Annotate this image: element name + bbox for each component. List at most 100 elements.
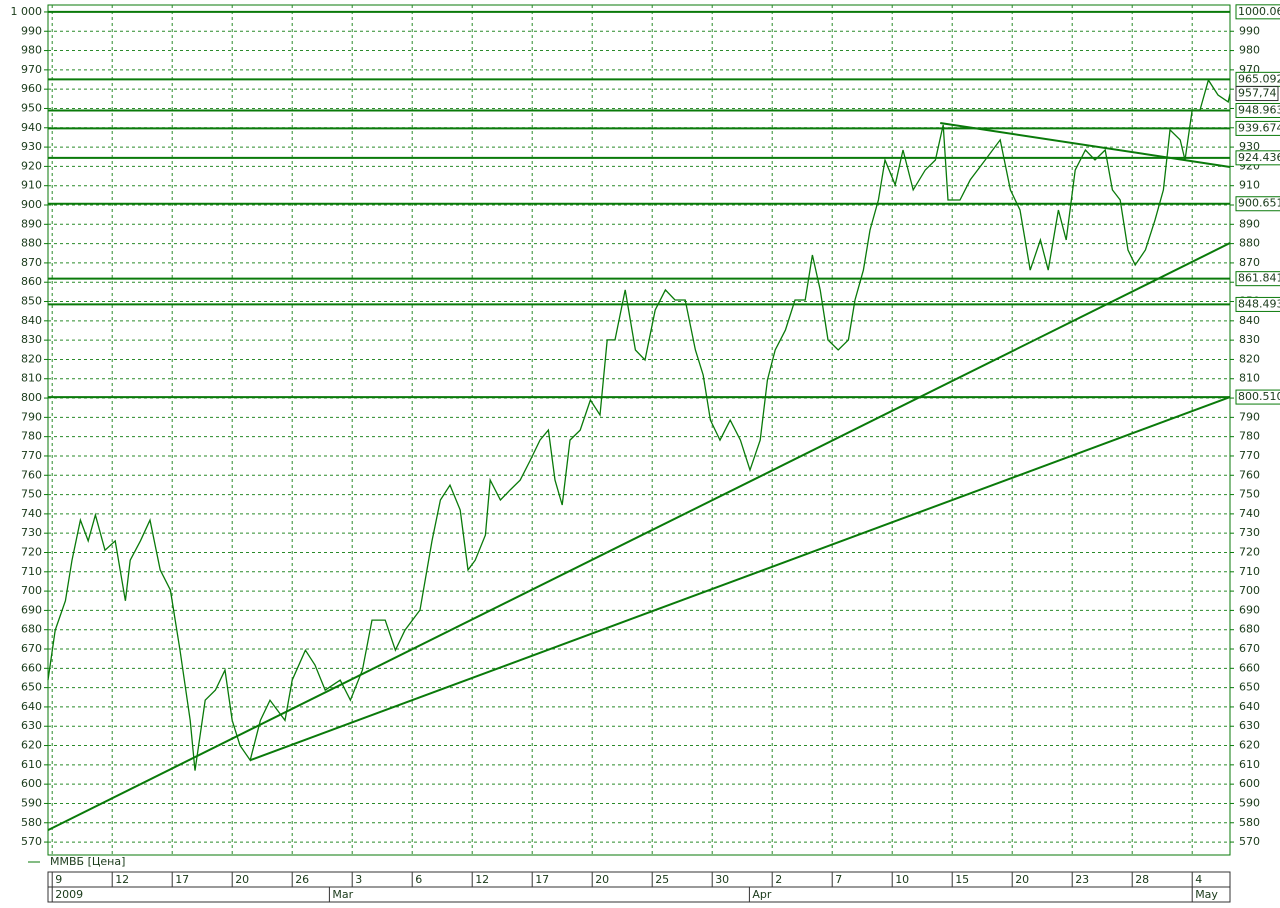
level-label: 861.841 <box>1238 272 1280 285</box>
y-tick-label: 790 <box>21 410 42 423</box>
x-tick-label: 12 <box>475 873 489 886</box>
y-tick-label: 830 <box>21 333 42 346</box>
x-tick-label: 6 <box>415 873 422 886</box>
y-tick-label: 650 <box>21 681 42 694</box>
x-tick-label: 25 <box>655 873 669 886</box>
y-tick-label: 990 <box>21 24 42 37</box>
y2-tick-label: 760 <box>1239 468 1260 481</box>
level-label: 1000.06 <box>1238 5 1280 18</box>
y2-tick-label: 780 <box>1239 430 1260 443</box>
legend-label: ММВБ [Цена] <box>50 855 125 868</box>
level-box <box>1235 150 1280 166</box>
y2-tick-label: 820 <box>1239 352 1260 365</box>
level-label: 965.092 <box>1238 72 1280 85</box>
y2-tick-label: 840 <box>1239 314 1260 327</box>
y-tick-label: 950 <box>21 101 42 114</box>
month-label: Mar <box>332 888 353 901</box>
y2-tick-label: 670 <box>1239 642 1260 655</box>
y-tick-label: 620 <box>21 739 42 752</box>
level-box <box>1235 389 1280 405</box>
trend-line <box>249 396 1231 762</box>
y2-tick-label: 660 <box>1239 661 1260 674</box>
price-line <box>47 78 1231 771</box>
level-box <box>1235 196 1280 212</box>
level-label: 848.493 <box>1238 297 1280 310</box>
plot-frame <box>47 4 1231 856</box>
y-tick-label: 800 <box>21 391 42 404</box>
x-tick-label: 23 <box>1075 873 1089 886</box>
x-tick-label: 17 <box>535 873 549 886</box>
level-box <box>1235 271 1280 287</box>
y-tick-label: 920 <box>21 159 42 172</box>
x-tick-label: 20 <box>595 873 609 886</box>
level-box <box>1235 4 1280 20</box>
x-tick-label: 9 <box>55 873 62 886</box>
level-label: 800.510 <box>1238 390 1280 403</box>
last-price-box <box>1235 86 1279 102</box>
y-tick-label: 940 <box>21 121 42 134</box>
y-tick-label: 570 <box>21 835 42 848</box>
y-tick-label: 820 <box>21 352 42 365</box>
y-tick-label: 880 <box>21 237 42 250</box>
y2-tick-label: 890 <box>1239 217 1260 230</box>
level-box <box>1235 102 1280 118</box>
y-tick-label: 600 <box>21 777 42 790</box>
month-label: Apr <box>752 888 772 901</box>
y-tick-label: 710 <box>21 565 42 578</box>
level-label: 900.651 <box>1238 197 1280 210</box>
y2-tick-label: 580 <box>1239 816 1260 829</box>
y2-tick-label: 600 <box>1239 777 1260 790</box>
y-tick-label: 840 <box>21 314 42 327</box>
y-tick-label: 670 <box>21 642 42 655</box>
x-tick-label: 20 <box>1015 873 1029 886</box>
y2-tick-label: 620 <box>1239 739 1260 752</box>
y-tick-label: 680 <box>21 623 42 636</box>
y2-tick-label: 750 <box>1239 488 1260 501</box>
y2-tick-label: 870 <box>1239 256 1260 269</box>
x-tick-label: 7 <box>835 873 842 886</box>
x-tick-label: 3 <box>355 873 362 886</box>
y-tick-label: 580 <box>21 816 42 829</box>
last-price-label: 957,74 <box>1238 87 1277 100</box>
level-box <box>1235 296 1280 312</box>
y-tick-label: 610 <box>21 758 42 771</box>
y2-tick-label: 720 <box>1239 545 1260 558</box>
level-box <box>1235 120 1280 136</box>
y-tick-label: 930 <box>21 140 42 153</box>
y-tick-label: 770 <box>21 449 42 462</box>
y2-tick-label: 910 <box>1239 179 1260 192</box>
y-tick-label: 890 <box>21 217 42 230</box>
y-tick-label: 980 <box>21 44 42 57</box>
y-tick-label: 730 <box>21 526 42 539</box>
y-tick-label: 760 <box>21 468 42 481</box>
y2-tick-label: 590 <box>1239 796 1260 809</box>
level-label: 948.963 <box>1238 103 1280 116</box>
x-tick-label: 10 <box>895 873 909 886</box>
y-tick-label: 970 <box>21 63 42 76</box>
y-tick-label: 720 <box>21 545 42 558</box>
y-tick-label: 900 <box>21 198 42 211</box>
y2-tick-label: 790 <box>1239 410 1260 423</box>
x-tick-label: 12 <box>115 873 129 886</box>
y2-tick-label: 650 <box>1239 681 1260 694</box>
x-tick-label: 30 <box>715 873 729 886</box>
y-tick-label: 630 <box>21 719 42 732</box>
month-label: May <box>1195 888 1218 901</box>
y-tick-label: 910 <box>21 179 42 192</box>
y2-tick-label: 710 <box>1239 565 1260 578</box>
y2-tick-label: 570 <box>1239 835 1260 848</box>
trend-line <box>940 121 1231 168</box>
x-tick-label: 26 <box>295 873 309 886</box>
y-tick-label: 780 <box>21 430 42 443</box>
y2-tick-label: 770 <box>1239 449 1260 462</box>
y2-tick-label: 980 <box>1239 44 1260 57</box>
y-tick-label: 740 <box>21 507 42 520</box>
y2-tick-label: 610 <box>1239 758 1260 771</box>
y-tick-label: 750 <box>21 488 42 501</box>
y-tick-label: 640 <box>21 700 42 713</box>
trend-line <box>47 242 1231 831</box>
y-tick-label: 850 <box>21 295 42 308</box>
y2-tick-label: 730 <box>1239 526 1260 539</box>
